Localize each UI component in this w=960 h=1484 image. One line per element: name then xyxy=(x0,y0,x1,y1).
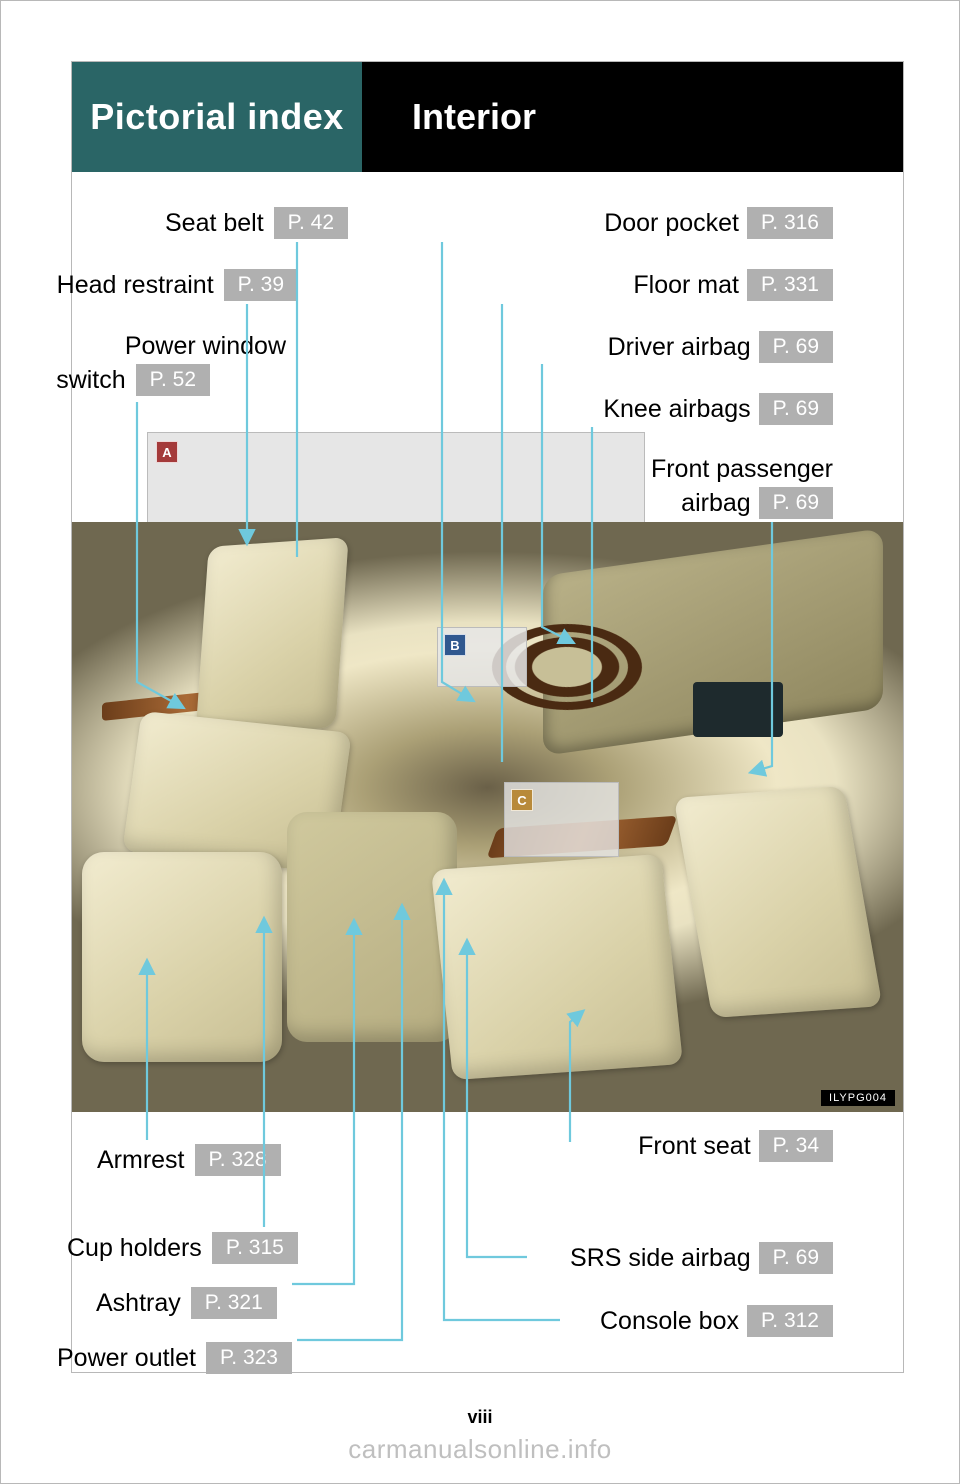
page-ref[interactable]: P. 69 xyxy=(759,1242,833,1274)
label-armrest: Armrest P. 328 xyxy=(97,1144,281,1176)
label-srs-side-airbag: SRS side airbag P. 69 xyxy=(570,1242,833,1274)
label-text: Front passenger xyxy=(651,455,833,484)
label-driver-airbag: Driver airbag P. 69 xyxy=(608,331,833,363)
marker-c: C xyxy=(511,789,533,811)
label-text: Cup holders xyxy=(67,1234,202,1263)
page-ref[interactable]: P. 69 xyxy=(759,393,833,425)
page-ref[interactable]: P. 331 xyxy=(747,269,833,301)
label-front-passenger-line1: Front passenger xyxy=(651,455,833,484)
label-console-box: Console box P. 312 xyxy=(600,1305,833,1337)
label-front-passenger-line2: airbag P. 69 xyxy=(681,487,833,519)
watermark: carmanualsonline.info xyxy=(1,1434,959,1465)
label-text: Console box xyxy=(600,1307,739,1336)
page-ref[interactable]: P. 39 xyxy=(224,269,298,301)
label-text: Power window xyxy=(125,332,286,361)
label-text: airbag xyxy=(681,489,751,518)
interior-illustration: B C ILYPG004 xyxy=(72,522,903,1112)
page-ref[interactable]: P. 323 xyxy=(206,1342,292,1374)
label-text: Armrest xyxy=(97,1146,185,1175)
marker-b: B xyxy=(444,634,466,656)
label-text: Knee airbags xyxy=(603,395,750,424)
label-front-seat: Front seat P. 34 xyxy=(638,1130,833,1162)
image-code: ILYPG004 xyxy=(821,1090,895,1106)
label-text: Ashtray xyxy=(96,1289,181,1318)
label-text: SRS side airbag xyxy=(570,1244,751,1273)
page-ref[interactable]: P. 321 xyxy=(191,1287,277,1319)
label-text: Seat belt xyxy=(165,209,264,238)
label-text: switch xyxy=(56,366,125,395)
label-text: Driver airbag xyxy=(608,333,751,362)
label-seat-belt: Seat belt P. 42 xyxy=(165,207,348,239)
page-title: Interior xyxy=(412,96,536,138)
label-text: Door pocket xyxy=(604,209,739,238)
label-text: Floor mat xyxy=(633,271,739,300)
page-ref[interactable]: P. 52 xyxy=(136,364,210,396)
header-bar: Pictorial index Interior xyxy=(72,62,903,172)
section-tab-label: Pictorial index xyxy=(90,96,344,138)
label-floor-mat: Floor mat P. 331 xyxy=(633,269,833,301)
label-text: Front seat xyxy=(638,1132,751,1161)
label-ashtray: Ashtray P. 321 xyxy=(96,1287,277,1319)
page-ref[interactable]: P. 69 xyxy=(759,331,833,363)
page-ref[interactable]: P. 315 xyxy=(212,1232,298,1264)
page-ref[interactable]: P. 34 xyxy=(759,1130,833,1162)
section-tab: Pictorial index xyxy=(72,62,362,172)
page-number: viii xyxy=(1,1407,959,1428)
label-text: Head restraint xyxy=(57,271,214,300)
page-ref[interactable]: P. 328 xyxy=(195,1144,281,1176)
label-head-restraint: Head restraint P. 39 xyxy=(57,269,298,301)
page-ref[interactable]: P. 316 xyxy=(747,207,833,239)
label-knee-airbags: Knee airbags P. 69 xyxy=(603,393,833,425)
marker-a: A xyxy=(156,441,178,463)
callout-box-c: C xyxy=(504,782,619,857)
page-ref[interactable]: P. 69 xyxy=(759,487,833,519)
label-power-outlet: Power outlet P. 323 xyxy=(57,1342,292,1374)
content-frame: Pictorial index Interior Seat belt P. 42… xyxy=(71,61,904,1373)
label-text: Power outlet xyxy=(57,1344,196,1373)
label-door-pocket: Door pocket P. 316 xyxy=(604,207,833,239)
page: Pictorial index Interior Seat belt P. 42… xyxy=(0,0,960,1484)
label-cup-holders: Cup holders P. 315 xyxy=(67,1232,298,1264)
label-power-window-line2: switch P. 52 xyxy=(56,364,210,396)
page-ref[interactable]: P. 42 xyxy=(274,207,348,239)
label-power-window-line1: Power window xyxy=(125,332,288,361)
callout-box-b: B xyxy=(437,627,527,687)
page-ref[interactable]: P. 312 xyxy=(747,1305,833,1337)
